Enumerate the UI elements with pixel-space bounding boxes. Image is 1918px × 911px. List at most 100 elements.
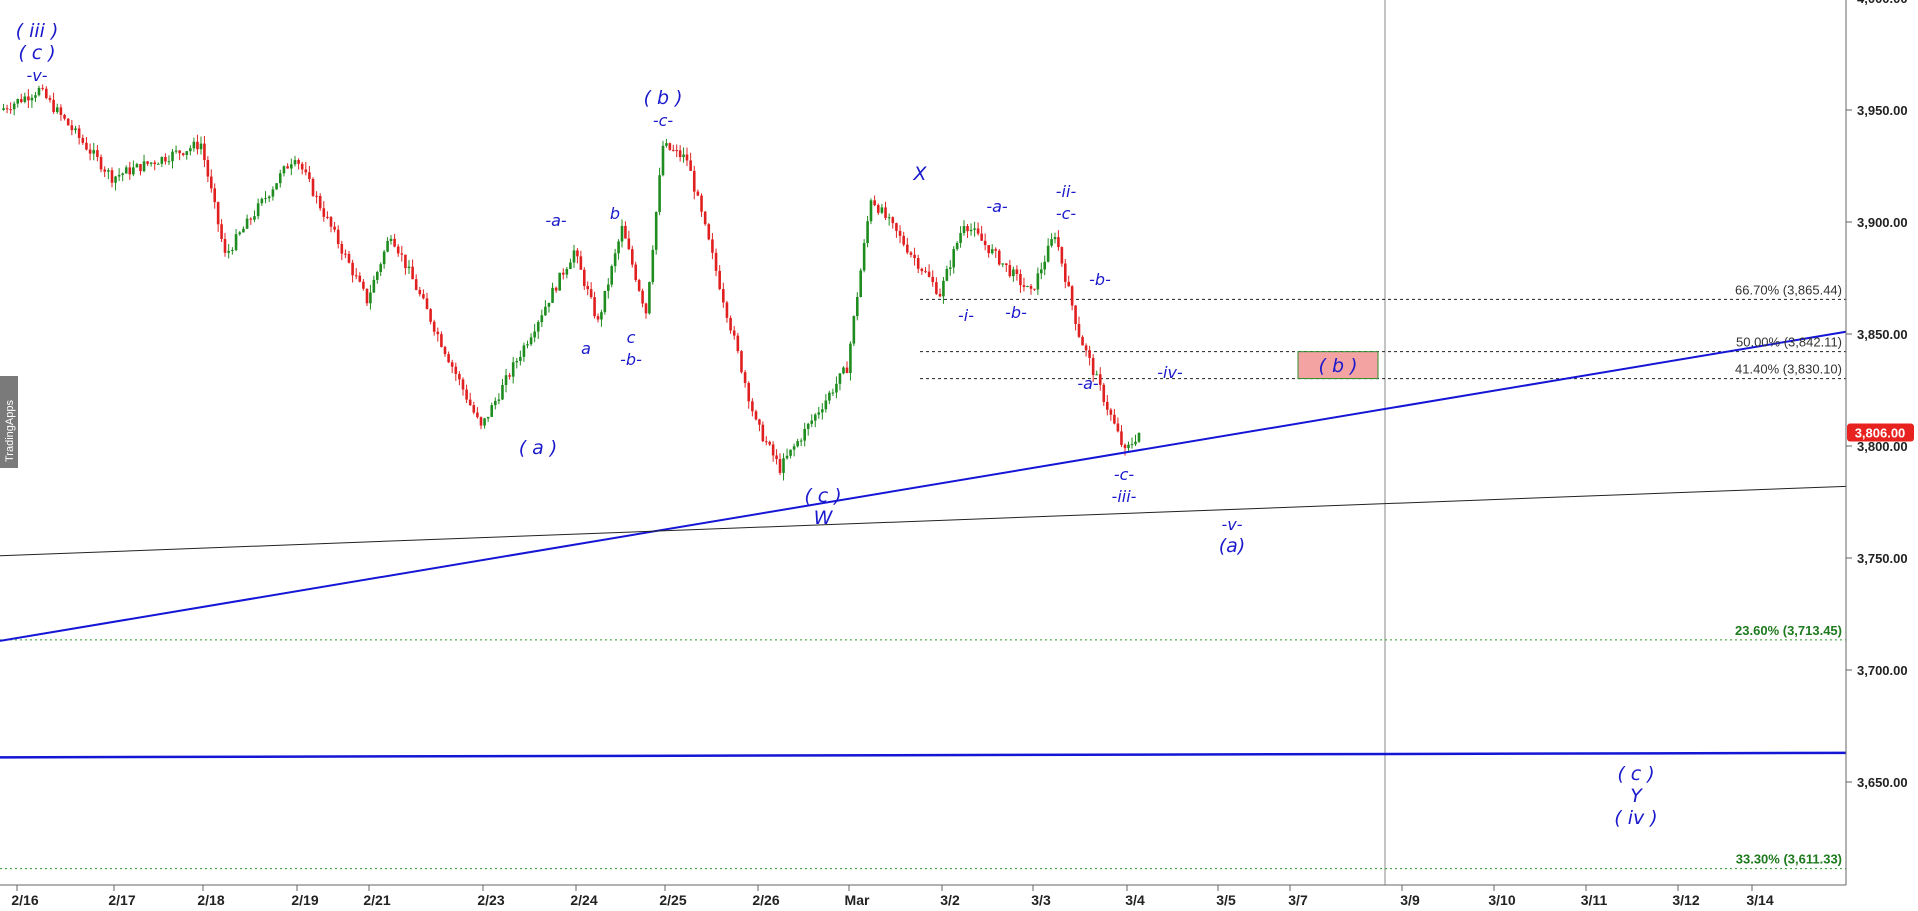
trend-line xyxy=(0,485,1847,557)
wave-label: ( iii ) xyxy=(16,20,59,42)
wave-label: c xyxy=(627,328,636,347)
candle-body xyxy=(714,252,718,271)
candle-body xyxy=(74,128,77,131)
candle-body xyxy=(909,252,913,255)
candle-body xyxy=(796,441,799,447)
candle-body xyxy=(924,271,927,273)
candle-body xyxy=(902,235,905,245)
candle-body xyxy=(41,87,44,89)
candle-body xyxy=(483,418,486,426)
wave-label: -v- xyxy=(1221,515,1242,534)
candle-body xyxy=(458,373,461,380)
x-tick-label: 3/7 xyxy=(1288,892,1308,908)
candle-body xyxy=(326,216,329,218)
trend-lines xyxy=(0,330,1847,759)
candle-body xyxy=(508,375,511,377)
candle-body xyxy=(558,272,561,291)
candle-body xyxy=(565,268,569,275)
svg-text:TradingApps: TradingApps xyxy=(4,400,16,462)
candle-body xyxy=(396,246,400,254)
candle-body xyxy=(547,302,551,307)
candle-body xyxy=(987,245,990,254)
candle-body xyxy=(1057,237,1060,248)
candle-body xyxy=(651,249,655,283)
target-zone-label: ( b ) xyxy=(1319,355,1358,377)
candle-body xyxy=(648,282,651,314)
candle-body xyxy=(529,337,533,345)
x-tick-label: 3/5 xyxy=(1216,892,1236,908)
candle-body xyxy=(351,262,354,276)
candle-body xyxy=(887,217,891,219)
candle-body xyxy=(736,335,740,352)
candle-body xyxy=(884,207,887,218)
candle-body xyxy=(436,331,440,335)
candle-body xyxy=(658,175,661,213)
candle-body xyxy=(9,109,12,111)
candle-body xyxy=(347,253,351,263)
candle-body xyxy=(1077,324,1081,337)
candle-body xyxy=(849,343,852,374)
fib-level-label: 50.00% (3,842.11) xyxy=(1736,335,1842,350)
target-zone xyxy=(1297,351,1379,380)
candle-body xyxy=(447,354,450,363)
candle-body xyxy=(692,170,696,192)
candle-body xyxy=(300,163,304,170)
candle-body xyxy=(768,441,772,445)
y-tick-label: 3,950.00 xyxy=(1857,103,1908,118)
candle-body xyxy=(128,167,132,175)
candle-body xyxy=(315,195,318,197)
candle-body xyxy=(522,345,526,357)
candle-body xyxy=(318,195,322,209)
candle-body xyxy=(55,107,59,113)
candle-body xyxy=(322,208,326,217)
candle-body xyxy=(824,400,828,410)
wave-label: -v- xyxy=(26,66,47,85)
candle-body xyxy=(630,249,634,265)
wave-label: -a- xyxy=(545,211,567,230)
candle-body xyxy=(407,266,411,269)
candle-body xyxy=(196,141,199,150)
candle-body xyxy=(876,205,880,213)
candle-body xyxy=(747,383,751,402)
candle-body xyxy=(167,161,171,163)
candle-body xyxy=(1106,401,1109,410)
candle-body xyxy=(778,459,782,473)
candle-body xyxy=(1116,423,1120,432)
x-tick-label: 2/26 xyxy=(752,892,779,908)
candle-body xyxy=(983,240,987,246)
candle-body xyxy=(174,150,178,152)
candle-body xyxy=(898,230,902,236)
candle-body xyxy=(579,256,583,270)
candle-body xyxy=(707,224,711,240)
candle-body xyxy=(740,351,743,373)
candle-body xyxy=(1081,336,1084,346)
candle-body xyxy=(501,384,504,400)
candle-body xyxy=(256,203,260,217)
candle-body xyxy=(665,143,668,146)
candle-body xyxy=(393,238,396,247)
candle-body xyxy=(443,346,447,355)
candle-body xyxy=(732,330,736,336)
candle-body xyxy=(678,150,682,158)
x-tick-label: 3/2 xyxy=(940,892,960,908)
candle-body xyxy=(264,198,267,200)
candle-body xyxy=(304,169,308,173)
candle-body xyxy=(842,367,845,374)
candle-body xyxy=(969,229,973,232)
candle-body xyxy=(389,238,393,241)
candle-body xyxy=(282,166,286,174)
candle-body xyxy=(935,282,938,294)
candle-body xyxy=(238,232,242,235)
candle-body xyxy=(156,163,160,165)
candle-body xyxy=(139,164,142,172)
candlesticks xyxy=(2,84,1141,481)
candle-body xyxy=(661,145,665,176)
candle-body xyxy=(973,228,976,230)
wave-label: -b- xyxy=(1089,270,1111,289)
wave-label: -b- xyxy=(620,350,642,369)
candle-body xyxy=(432,321,436,332)
candle-body xyxy=(764,441,768,443)
candle-body xyxy=(817,412,821,415)
candle-body xyxy=(81,137,85,143)
